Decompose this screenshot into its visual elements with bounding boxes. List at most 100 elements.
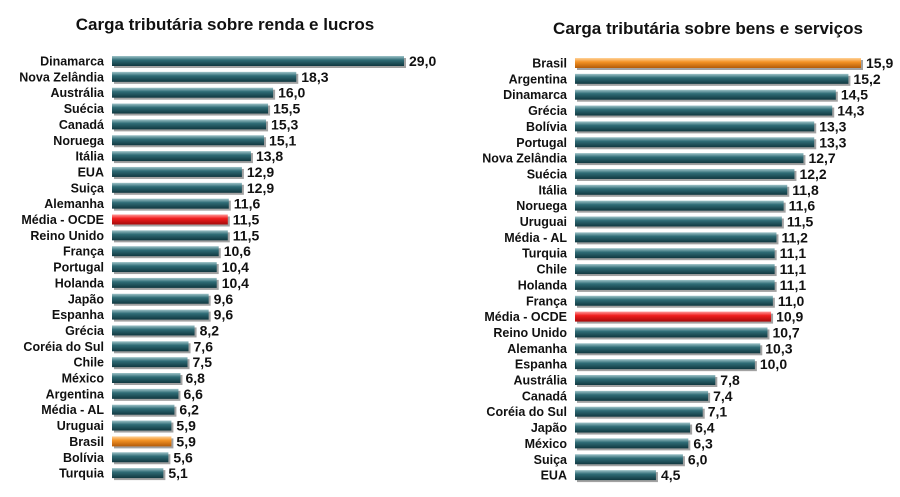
bar — [575, 343, 761, 354]
chart-title: Carga tributária sobre renda e lucros — [76, 15, 375, 34]
category-label: Turquia — [522, 247, 568, 261]
category-label: Nova Zelândia — [482, 152, 568, 166]
category-label: Holanda — [518, 278, 568, 292]
category-label: Argentina — [509, 72, 568, 86]
value-label: 7,6 — [194, 338, 214, 354]
bar — [575, 232, 777, 243]
category-label: Bolívia — [526, 120, 568, 134]
category-label: Turquia — [59, 467, 105, 481]
bar — [112, 436, 172, 447]
bars: Brasil 15,9 Argentina 15,2 Dinamarca 14,5 Gréc… — [482, 55, 893, 483]
bar — [575, 279, 775, 290]
value-label: 7,4 — [713, 388, 733, 404]
bar — [112, 119, 267, 130]
category-label: Austrália — [51, 86, 106, 100]
value-label: 11,1 — [780, 245, 807, 261]
category-label: Canadá — [59, 118, 104, 132]
value-label: 11,0 — [778, 293, 805, 309]
bar — [112, 277, 217, 288]
value-label: 9,6 — [214, 291, 234, 307]
category-label: México — [525, 437, 568, 451]
bar — [575, 168, 795, 179]
value-label: 10,7 — [772, 324, 799, 340]
bar — [575, 58, 861, 68]
value-label: 7,8 — [720, 372, 740, 388]
value-label: 5,1 — [168, 465, 188, 481]
category-label: França — [526, 294, 568, 308]
category-label: Portugal — [53, 261, 104, 275]
value-label: 5,6 — [173, 449, 193, 465]
category-label: Uruguai — [520, 215, 567, 229]
bar — [575, 359, 755, 370]
category-label: Suécia — [64, 102, 105, 116]
category-label: Grécia — [65, 324, 105, 338]
bar — [112, 103, 269, 114]
bar — [575, 327, 768, 338]
value-label: 11,1 — [780, 277, 807, 293]
value-label: 10,0 — [760, 356, 787, 372]
category-label: Austrália — [514, 374, 569, 388]
category-label: Dinamarca — [40, 55, 105, 69]
category-label: Noruega — [516, 199, 568, 213]
bar — [575, 454, 683, 465]
value-label: 9,6 — [214, 307, 234, 323]
bar — [575, 184, 788, 195]
value-label: 15,9 — [866, 55, 893, 71]
value-label: 10,6 — [224, 243, 251, 259]
category-label: Uruguai — [57, 419, 104, 433]
value-label: 10,4 — [222, 275, 249, 291]
value-label: 10,4 — [222, 259, 249, 275]
category-label: Espanha — [52, 308, 105, 322]
value-label: 5,9 — [176, 418, 196, 434]
bar — [575, 105, 833, 116]
value-label: 7,5 — [193, 354, 213, 370]
bar — [575, 89, 836, 100]
value-label: 13,3 — [819, 118, 846, 134]
category-label: Noruega — [53, 134, 105, 148]
value-label: 7,1 — [708, 404, 728, 420]
category-label: Reino Unido — [30, 229, 104, 243]
category-label: Japão — [68, 292, 104, 306]
bar — [575, 248, 775, 259]
bar — [112, 404, 175, 415]
category-label: Bolívia — [63, 451, 105, 465]
value-label: 11,6 — [789, 198, 816, 214]
category-label: Grécia — [528, 104, 568, 118]
category-label: Portugal — [516, 136, 567, 150]
bar — [112, 357, 188, 368]
category-label: Alemanha — [44, 197, 105, 211]
category-label: Média - AL — [504, 231, 567, 245]
category-label: Média - OCDE — [484, 310, 567, 324]
value-label: 6,0 — [688, 451, 708, 467]
bar — [112, 388, 179, 399]
value-label: 6,3 — [693, 435, 713, 451]
value-label: 10,9 — [776, 309, 803, 325]
value-label: 13,3 — [819, 134, 846, 150]
bar — [575, 200, 784, 211]
bar — [575, 121, 815, 132]
bar — [112, 214, 228, 225]
category-label: Chile — [73, 356, 104, 370]
bar — [575, 216, 782, 227]
bar — [575, 390, 709, 401]
bar — [112, 293, 209, 304]
value-label: 12,2 — [799, 166, 826, 182]
value-label: 5,9 — [176, 433, 196, 449]
category-label: Nova Zelândia — [19, 70, 105, 84]
category-label: Itália — [76, 150, 106, 164]
chart-bens-servicos: Carga tributária sobre bens e serviços B… — [482, 19, 893, 483]
bar — [575, 406, 703, 417]
value-label: 14,3 — [837, 103, 864, 119]
bar — [112, 230, 228, 241]
value-label: 13,8 — [256, 148, 283, 164]
category-label: Argentina — [46, 387, 105, 401]
value-label: 11,5 — [233, 212, 260, 228]
bar — [112, 151, 251, 162]
bar — [112, 135, 265, 146]
bar — [112, 198, 229, 209]
value-label: 11,5 — [787, 214, 814, 230]
category-label: França — [63, 245, 105, 259]
category-label: Alemanha — [507, 342, 568, 356]
category-label: Canadá — [522, 389, 567, 403]
